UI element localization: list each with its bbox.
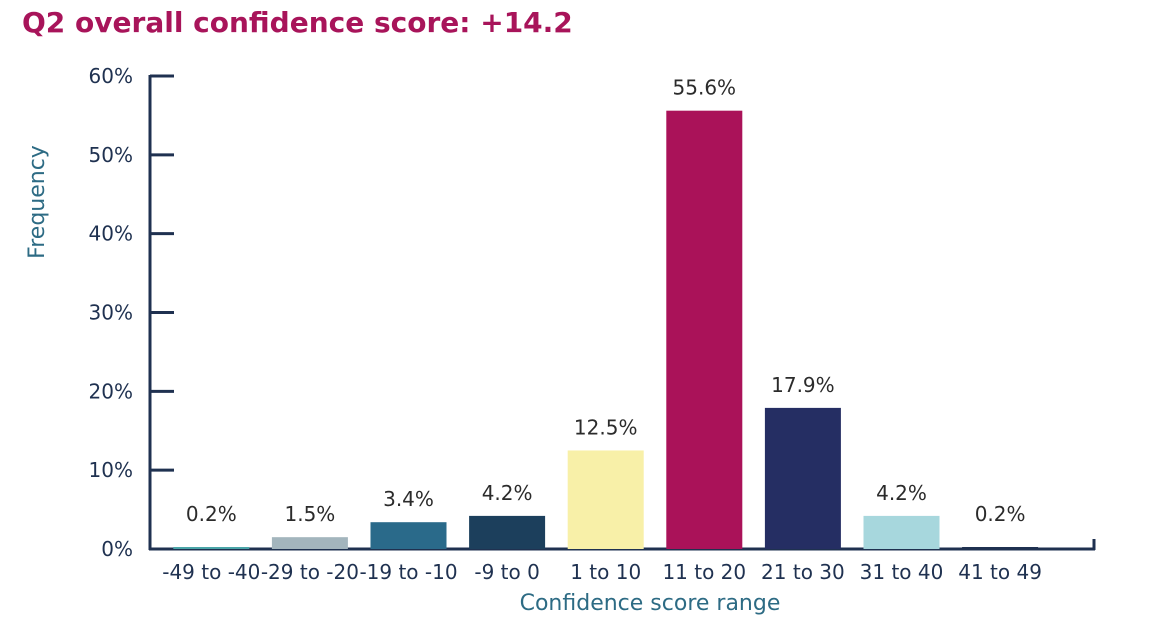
category-labels: -49 to -40 -29 to -20 -19 to -10 -9 to 0 1 t… [162, 560, 1042, 584]
y-tick-label: 30% [89, 301, 133, 325]
data-label: 0.2% [186, 502, 237, 526]
y-tick-label: 50% [89, 143, 133, 167]
bar [469, 515, 546, 549]
category-label: -29 to -20 [261, 560, 359, 584]
category-label: 1 to 10 [570, 560, 641, 584]
x-axis-title: Confidence score range [520, 591, 781, 616]
data-label: 4.2% [482, 481, 533, 505]
bar [666, 110, 743, 549]
data-label: 55.6% [673, 76, 737, 100]
y-tick-label: 20% [89, 379, 133, 403]
y-axis: 0% 10% 20% 30% 40% 50% 60% [89, 64, 174, 561]
chart-title: Q2 overall confidence score: +14.2 [22, 6, 573, 39]
data-label: 17.9% [771, 373, 835, 397]
bar [173, 547, 250, 549]
category-label: 41 to 49 [958, 560, 1042, 584]
category-label: 11 to 20 [662, 560, 746, 584]
data-labels: 0.2% 1.5% 3.4% 4.2% 12.5% 55.6% 17.9% 4.2% 0.2% [186, 76, 1026, 526]
bars [173, 110, 1039, 549]
data-label: 12.5% [574, 415, 638, 439]
y-tick-label: 0% [101, 537, 133, 561]
data-label: 1.5% [284, 502, 335, 526]
category-label: 21 to 30 [761, 560, 845, 584]
category-label: -9 to 0 [474, 560, 539, 584]
category-label: -49 to -40 [162, 560, 260, 584]
bar [863, 515, 940, 549]
y-tick-label: 10% [89, 458, 133, 482]
y-axis-title: Frequency [25, 145, 50, 259]
data-label: 0.2% [975, 502, 1026, 526]
category-label: 31 to 40 [860, 560, 944, 584]
bar [271, 537, 348, 549]
bar [370, 522, 447, 549]
data-label: 3.4% [383, 487, 434, 511]
y-tick-label: 60% [89, 64, 133, 88]
bar [764, 407, 841, 549]
bar [567, 450, 644, 549]
y-tick-label: 40% [89, 222, 133, 246]
category-label: -19 to -10 [359, 560, 457, 584]
data-label: 4.2% [876, 481, 927, 505]
bar [962, 547, 1039, 549]
